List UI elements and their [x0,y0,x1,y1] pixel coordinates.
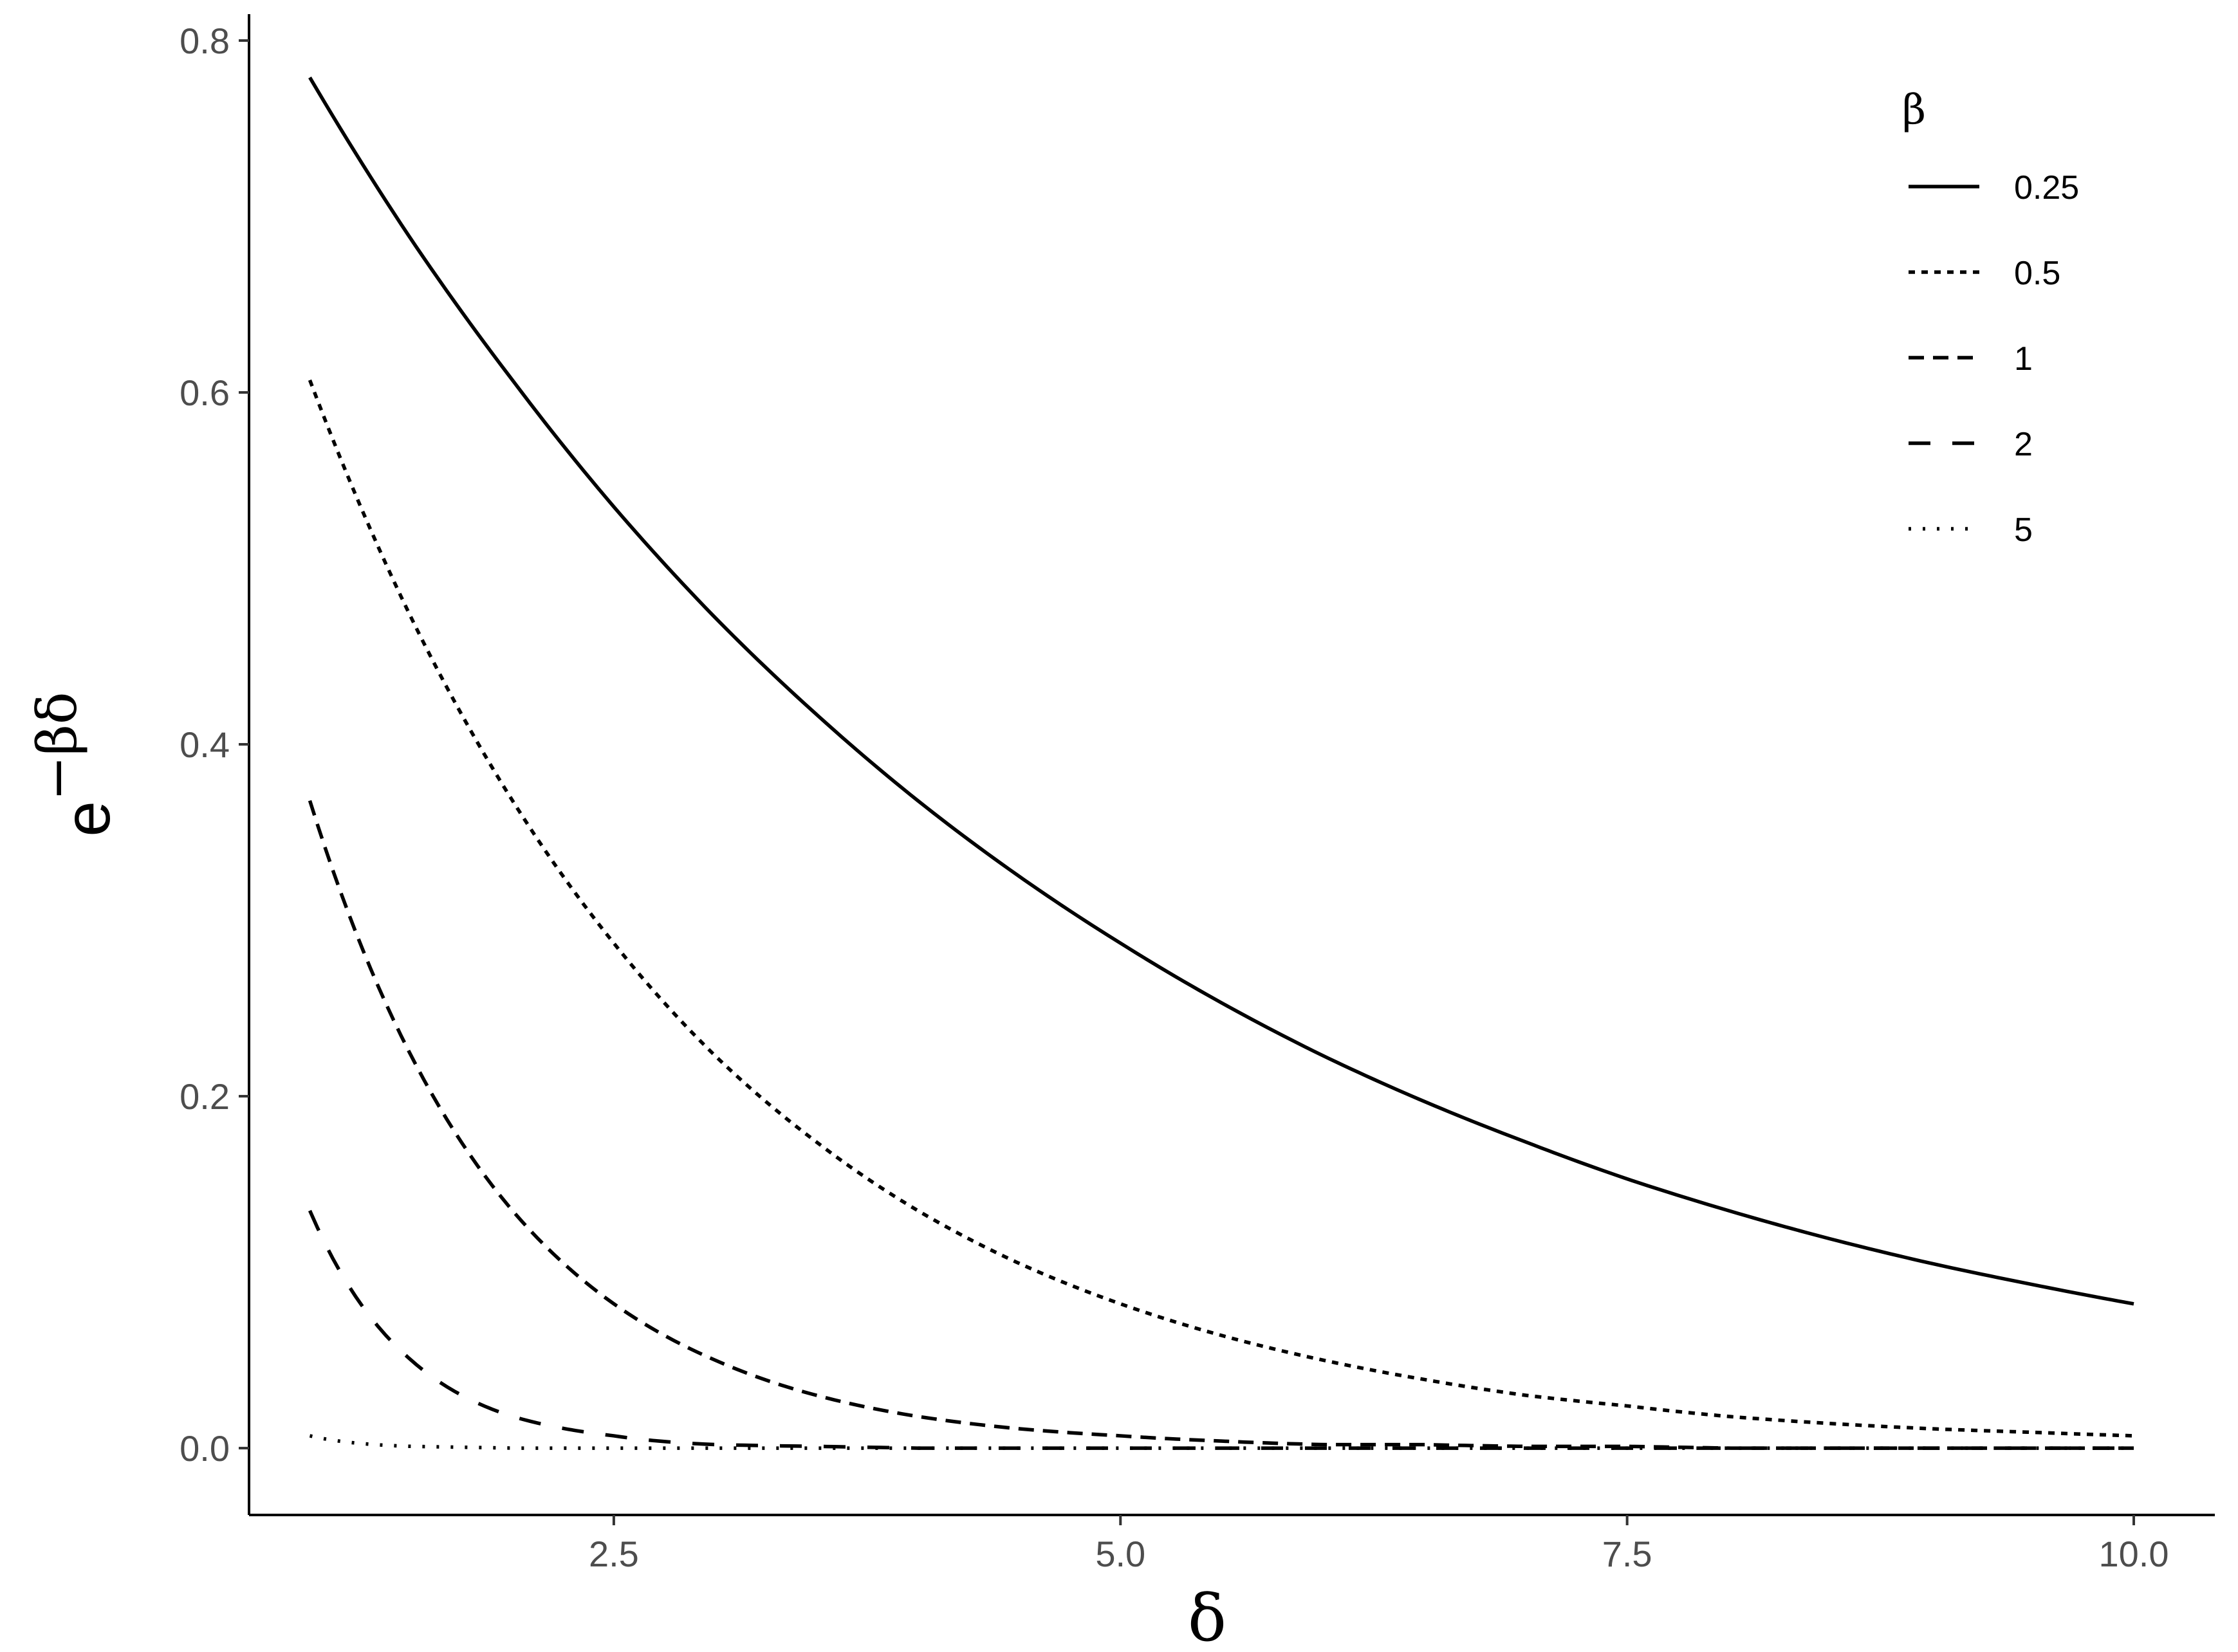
y-tick-label: 0.8 [180,21,230,61]
legend-label: 2 [2014,426,2033,463]
legend-label: 5 [2014,511,2033,549]
legend-items: 0.25 0.5 1 2 5 [1909,169,2079,549]
y-tick-label: 0.2 [180,1076,230,1117]
series-line-0-5 [308,379,2134,1438]
x-tick-label: 7.5 [1602,1534,1652,1574]
y-tick-label: 0.0 [180,1428,230,1469]
x-ticks: 2.5 5.0 7.5 10.0 [589,1515,2169,1574]
y-tick-label: 0.6 [180,372,230,413]
legend-label: 0.5 [2014,255,2060,292]
x-tick-label: 10.0 [2099,1534,2169,1574]
y-axis-title: e−βδ [26,692,124,836]
svg-text:e−βδ: e−βδ [26,692,124,836]
series-line-0-25 [308,77,2134,1306]
y-ticks: 0.0 0.2 0.4 0.6 0.8 [180,21,249,1469]
legend-title: β [1902,86,1926,134]
legend-label: 1 [2014,340,2033,378]
x-axis-title: δ [1188,1581,1226,1652]
x-tick-label: 5.0 [1095,1534,1145,1574]
y-axis-title-exponent: −βδ [26,692,89,801]
y-tick-label: 0.4 [180,724,230,765]
series-line-1 [308,800,2134,1450]
x-tick-label: 2.5 [589,1534,639,1574]
series-line-2 [308,1209,2134,1450]
legend-label: 0.25 [2014,169,2079,206]
axes [248,14,2215,1516]
legend: β 0.25 0.5 1 2 5 [1902,86,2079,549]
y-axis-title-base: e [51,801,124,837]
series-lines [308,77,2134,1450]
